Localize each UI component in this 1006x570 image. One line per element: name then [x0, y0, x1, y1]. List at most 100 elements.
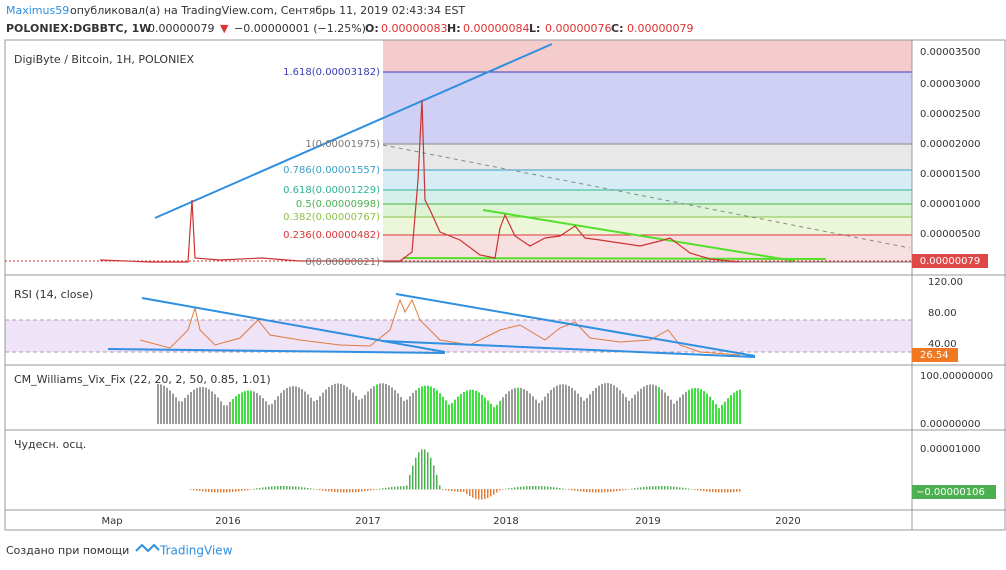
vix-bar — [325, 389, 327, 424]
osc-bar — [505, 488, 507, 490]
osc-bar — [673, 486, 675, 490]
vix-bar — [250, 390, 252, 424]
vix-bar — [352, 392, 354, 424]
osc-bar — [325, 489, 327, 492]
rsi-tag-label: 26.54 — [920, 350, 949, 361]
osc-bar — [241, 489, 243, 491]
vix-bar — [613, 385, 615, 424]
vix-bar — [604, 383, 606, 424]
vix-bar — [559, 384, 561, 424]
vix-bar — [418, 387, 420, 424]
osc-bar — [718, 489, 720, 493]
vix-bar — [718, 408, 720, 424]
vix-bar — [355, 396, 357, 424]
osc-bar — [271, 486, 273, 490]
vix-bar — [292, 386, 294, 424]
vix-bar — [721, 404, 723, 424]
fib-label: 0.786(0.00001557) — [283, 165, 380, 176]
user[interactable]: Maximus59 — [6, 4, 69, 17]
vix-bar — [589, 394, 591, 424]
time-axis-label: Мар — [101, 516, 122, 527]
vix-bar — [520, 387, 522, 424]
vix-bar — [421, 386, 423, 424]
vix-bar — [202, 387, 204, 424]
vix-bar — [199, 387, 201, 424]
osc-bar — [286, 486, 288, 490]
vix-bar — [631, 398, 633, 424]
vix-bar — [328, 386, 330, 424]
osc-bar — [481, 489, 483, 500]
ohlc: O: 0.00000083 H: 0.00000084 L: 0.00000076 C: 0.… — [365, 22, 693, 35]
osc-tag — [912, 485, 996, 499]
vix-bar — [253, 391, 255, 424]
price-axis-label: 0.00003500 — [920, 47, 980, 58]
osc-bar — [529, 486, 531, 490]
symbol: POLONIEX:DGBBTC, 1W — [6, 22, 151, 35]
vix-bar — [295, 386, 297, 424]
brand[interactable]: TradingView — [159, 544, 233, 558]
logo — [135, 543, 160, 553]
vix-bar — [688, 389, 690, 424]
osc-bar — [442, 489, 444, 490]
vix-bar — [169, 390, 171, 424]
vix-bar — [181, 401, 183, 424]
fib-label: 0.5(0.00000998) — [296, 199, 380, 210]
fib-zone — [383, 204, 912, 217]
vix-bar — [271, 403, 273, 424]
vix-bar — [190, 391, 192, 424]
osc-bar — [394, 486, 396, 490]
vix-bar — [511, 389, 513, 424]
osc-bar — [574, 489, 576, 491]
vix-bar — [235, 396, 237, 424]
vix-bar — [574, 390, 576, 424]
osc-bar — [451, 489, 453, 492]
vix-bar — [334, 383, 336, 424]
osc-bar — [400, 486, 402, 490]
vix-bar — [307, 394, 309, 424]
osc-bar — [484, 489, 486, 500]
osc-bar — [655, 486, 657, 490]
vix-bar — [676, 400, 678, 424]
osc-bar — [688, 488, 690, 490]
vix-bar — [577, 393, 579, 424]
vix-bar — [469, 389, 471, 424]
vix-bar — [463, 391, 465, 424]
vix-bar — [196, 388, 198, 424]
vix-bar — [229, 401, 231, 424]
vix-bar — [397, 393, 399, 424]
vix-bar — [715, 404, 717, 424]
vix-bar — [616, 387, 618, 424]
vix-bar — [223, 405, 225, 424]
osc-bar — [223, 489, 225, 493]
indicator-bars — [157, 383, 741, 500]
osc-bar — [292, 486, 294, 490]
vix-bar — [457, 396, 459, 424]
osc-bar — [589, 489, 591, 493]
vix-bar — [619, 390, 621, 424]
osc-bar — [613, 489, 615, 492]
vix-bar — [259, 395, 261, 424]
osc-bar — [337, 489, 339, 493]
osc-bar — [439, 485, 441, 490]
vix-bar — [643, 386, 645, 424]
rsi-tag — [912, 348, 958, 362]
trend-line — [154, 43, 553, 219]
osc-bar — [685, 488, 687, 490]
osc-bar — [220, 489, 222, 493]
osc-bar — [193, 489, 195, 491]
osc-bar — [622, 489, 624, 491]
osc-bar — [553, 487, 555, 490]
osc-bar — [208, 489, 210, 492]
osc-bar — [535, 486, 537, 490]
vix-bar — [433, 388, 435, 424]
osc-bar — [262, 487, 264, 490]
osc-bar — [721, 489, 723, 493]
osc-bar — [430, 457, 432, 490]
price-tag-label: 0.00000079 — [920, 256, 980, 267]
ohlc-label: C: — [611, 22, 623, 35]
osc-bar — [196, 489, 198, 491]
vix-bar — [622, 393, 624, 424]
fib-label: 0(0.00000021) — [305, 257, 380, 268]
osc-bar — [541, 486, 543, 490]
